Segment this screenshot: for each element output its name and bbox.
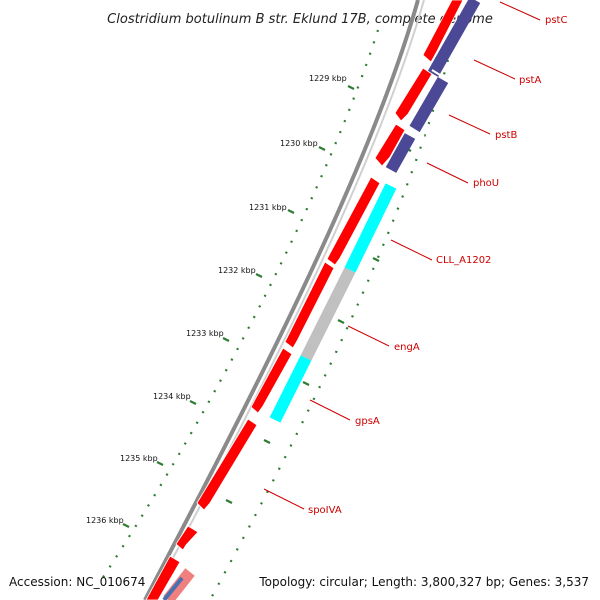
- gene-label-spoiva: spoIVA: [308, 505, 342, 516]
- cog-segment-pstb: [385, 133, 416, 173]
- accession-text: Accession: NC_010674: [9, 575, 145, 589]
- kbp-label: 1236 kbp: [86, 516, 124, 525]
- kbp-tick-marks: [122, 85, 355, 528]
- ruler-dotted-line: [97, 29, 380, 586]
- leader-phou: [426, 162, 469, 184]
- gene-label-psta: pstA: [519, 75, 541, 86]
- leader-cll-a1202: [390, 239, 433, 261]
- gene-label-pstc: pstC: [545, 15, 567, 26]
- kbp-tick: [347, 85, 355, 90]
- kbp-labels: 1229 kbp 1230 kbp 1231 kbp 1232 kbp 1233…: [86, 74, 347, 525]
- leader-gpsa: [309, 399, 351, 421]
- cds-arrow-small: [175, 525, 199, 551]
- gene-label-phou: phoU: [473, 178, 499, 189]
- cds-arrow-enga: [284, 261, 335, 349]
- leader-pstb: [448, 114, 491, 135]
- cds-arrow-bottom: [145, 555, 181, 600]
- cog-segment-pstc: [427, 0, 481, 77]
- kbp-tick: [189, 400, 197, 405]
- label-leader-lines: [263, 1, 541, 510]
- separator: [385, 180, 403, 190]
- kbp-tick: [222, 337, 230, 342]
- gene-label-cll-a1202: CLL_A1202: [436, 255, 491, 266]
- kbp-label: 1233 kbp: [186, 329, 224, 338]
- kbp-label: 1229 kbp: [309, 74, 347, 83]
- cog-segment-psta: [408, 76, 449, 134]
- inner-tick: [263, 439, 271, 444]
- leader-psta: [473, 59, 516, 80]
- kbp-label: 1234 kbp: [153, 392, 191, 401]
- cog-segment-enga: [300, 267, 356, 361]
- map-title: Clostridium botulinum B str. Eklund 17B,…: [107, 12, 493, 27]
- cog-segment-cll-a1202: [344, 183, 397, 273]
- cds-arrow-pstb: [374, 123, 406, 167]
- backbone-outer-line: [143, 0, 420, 600]
- kbp-tick: [122, 523, 130, 528]
- separator: [431, 69, 449, 81]
- genome-arc-region: [97, 0, 541, 600]
- cog-segment-gpsa: [269, 355, 312, 423]
- gene-label-pstb: pstB: [495, 130, 517, 141]
- cog-track: [162, 0, 481, 600]
- kbp-label: 1230 kbp: [280, 139, 318, 148]
- leader-enga: [347, 325, 390, 347]
- cog-segment-bottom: [163, 568, 195, 600]
- cds-track: [145, 0, 464, 600]
- cds-arrow-spoiva: [196, 418, 258, 511]
- kbp-tick: [287, 209, 295, 214]
- cog-separators: [385, 69, 449, 190]
- backbone-inner-line: [150, 0, 425, 600]
- kbp-label: 1235 kbp: [120, 454, 158, 463]
- inner-tick: [302, 381, 310, 386]
- gene-label-gpsa: gpsA: [355, 416, 380, 427]
- cds-arrow-cll-a1202: [326, 176, 381, 266]
- kbp-label: 1232 kbp: [218, 266, 256, 275]
- cds-arrow-gpsa: [250, 347, 293, 414]
- topology-text: Topology: circular; Length: 3,800,327 bp…: [258, 575, 589, 589]
- inner-tick: [372, 257, 380, 262]
- cog-segment-bottom-blue: [162, 576, 184, 600]
- kbp-tick: [156, 461, 164, 466]
- kbp-tick: [318, 146, 326, 151]
- cds-arrow-pstc: [422, 0, 464, 63]
- separator: [407, 125, 425, 137]
- gene-label-enga: engA: [394, 342, 420, 353]
- gene-labels: pstC pstA pstB phoU CLL_A1202 engA gpsA …: [308, 15, 567, 516]
- leader-spoiva: [263, 488, 305, 510]
- leader-pstc: [499, 1, 541, 21]
- cds-arrow-psta: [394, 67, 433, 122]
- inner-tick: [337, 319, 345, 324]
- kbp-label: 1231 kbp: [249, 203, 287, 212]
- inner-tick: [225, 499, 233, 504]
- kbp-tick: [255, 273, 263, 278]
